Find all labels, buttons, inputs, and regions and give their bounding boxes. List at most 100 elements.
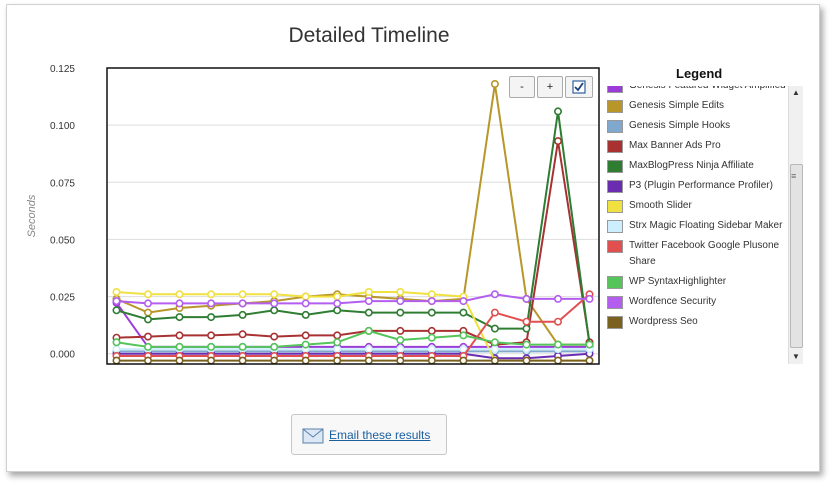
legend-item[interactable]: Smooth Slider: [601, 198, 786, 214]
data-point[interactable]: [333, 292, 342, 301]
data-point[interactable]: [270, 299, 279, 308]
data-point[interactable]: [270, 342, 279, 351]
data-point[interactable]: [490, 290, 499, 299]
data-point[interactable]: [553, 107, 562, 116]
data-point[interactable]: [238, 310, 247, 319]
legend-item[interactable]: Max Banner Ads Pro: [601, 138, 786, 154]
legend-item[interactable]: P3 (Plugin Performance Profiler): [601, 178, 786, 194]
data-point[interactable]: [270, 290, 279, 299]
data-point[interactable]: [112, 338, 121, 347]
data-point[interactable]: [364, 287, 373, 296]
data-point[interactable]: [207, 331, 216, 340]
data-point[interactable]: [364, 326, 373, 335]
data-point[interactable]: [459, 331, 468, 340]
data-point[interactable]: [301, 340, 310, 349]
scroll-down-arrow-icon[interactable]: ▼: [792, 352, 800, 361]
data-point[interactable]: [207, 342, 216, 351]
data-point[interactable]: [238, 356, 247, 365]
data-point[interactable]: [144, 308, 153, 317]
data-point[interactable]: [427, 297, 436, 306]
series-wordpress-seo[interactable]: [112, 356, 594, 365]
data-point[interactable]: [522, 317, 531, 326]
data-point[interactable]: [333, 306, 342, 315]
data-point[interactable]: [175, 356, 184, 365]
data-point[interactable]: [490, 80, 499, 89]
data-point[interactable]: [144, 332, 153, 341]
data-point[interactable]: [175, 331, 184, 340]
legend-item[interactable]: Genesis Simple Edits: [601, 98, 786, 114]
data-point[interactable]: [238, 342, 247, 351]
data-point[interactable]: [427, 326, 436, 335]
data-point[interactable]: [364, 345, 373, 354]
data-point[interactable]: [333, 345, 342, 354]
series-smooth-slider[interactable]: [112, 287, 594, 365]
data-point[interactable]: [364, 308, 373, 317]
legend-item[interactable]: WP SyntaxHighlighter: [601, 274, 786, 290]
data-point[interactable]: [396, 356, 405, 365]
zoom-in-button[interactable]: +: [537, 76, 563, 98]
data-point[interactable]: [238, 290, 247, 299]
legend-item[interactable]: Wordfence Security: [601, 294, 786, 310]
data-point[interactable]: [112, 356, 121, 365]
data-point[interactable]: [301, 299, 310, 308]
data-point[interactable]: [112, 306, 121, 315]
data-point[interactable]: [333, 338, 342, 347]
data-point[interactable]: [144, 299, 153, 308]
data-point[interactable]: [207, 299, 216, 308]
data-point[interactable]: [301, 310, 310, 319]
data-point[interactable]: [175, 313, 184, 322]
data-point[interactable]: [270, 356, 279, 365]
data-point[interactable]: [396, 287, 405, 296]
data-point[interactable]: [207, 290, 216, 299]
legend-item[interactable]: Genesis Featured Widget Amplified: [601, 86, 786, 94]
data-point[interactable]: [553, 137, 562, 146]
series-wordfence-security[interactable]: [112, 290, 594, 308]
legend-item[interactable]: Genesis Simple Hooks: [601, 118, 786, 134]
toggle-button[interactable]: [565, 76, 593, 98]
data-point[interactable]: [333, 299, 342, 308]
data-point[interactable]: [427, 356, 436, 365]
data-point[interactable]: [207, 356, 216, 365]
data-point[interactable]: [333, 356, 342, 365]
data-point[interactable]: [112, 297, 121, 306]
series-maxblogpress-ninja-affiliate[interactable]: [112, 107, 594, 349]
data-point[interactable]: [427, 333, 436, 342]
data-point[interactable]: [490, 356, 499, 365]
scroll-thumb[interactable]: [790, 164, 803, 348]
data-point[interactable]: [301, 331, 310, 340]
data-point[interactable]: [585, 294, 594, 303]
series-genesis-simple-edits[interactable]: [112, 80, 594, 349]
data-point[interactable]: [490, 324, 499, 333]
data-point[interactable]: [459, 356, 468, 365]
data-point[interactable]: [238, 330, 247, 339]
data-point[interactable]: [490, 345, 499, 354]
data-point[interactable]: [396, 335, 405, 344]
data-point[interactable]: [144, 315, 153, 324]
data-point[interactable]: [427, 308, 436, 317]
data-point[interactable]: [585, 356, 594, 365]
data-point[interactable]: [522, 356, 531, 365]
series-wp-syntaxhighlighter[interactable]: [112, 326, 594, 351]
legend-item[interactable]: MaxBlogPress Ninja Affiliate: [601, 158, 786, 174]
data-point[interactable]: [396, 345, 405, 354]
email-results-button[interactable]: Email these results: [291, 414, 447, 455]
data-point[interactable]: [396, 326, 405, 335]
data-point[interactable]: [427, 290, 436, 299]
data-point[interactable]: [364, 356, 373, 365]
data-point[interactable]: [207, 313, 216, 322]
legend-item[interactable]: Twitter Facebook Google Plusone Share: [601, 238, 786, 270]
data-point[interactable]: [112, 345, 121, 354]
data-point[interactable]: [553, 356, 562, 365]
data-point[interactable]: [144, 290, 153, 299]
legend-item[interactable]: Wordpress Seo: [601, 314, 786, 330]
data-point[interactable]: [427, 345, 436, 354]
data-point[interactable]: [301, 292, 310, 301]
email-results-link[interactable]: Email these results: [329, 427, 431, 442]
data-point[interactable]: [459, 297, 468, 306]
data-point[interactable]: [396, 297, 405, 306]
data-point[interactable]: [490, 308, 499, 317]
data-point[interactable]: [238, 299, 247, 308]
data-point[interactable]: [522, 324, 531, 333]
data-point[interactable]: [522, 340, 531, 349]
data-point[interactable]: [553, 340, 562, 349]
